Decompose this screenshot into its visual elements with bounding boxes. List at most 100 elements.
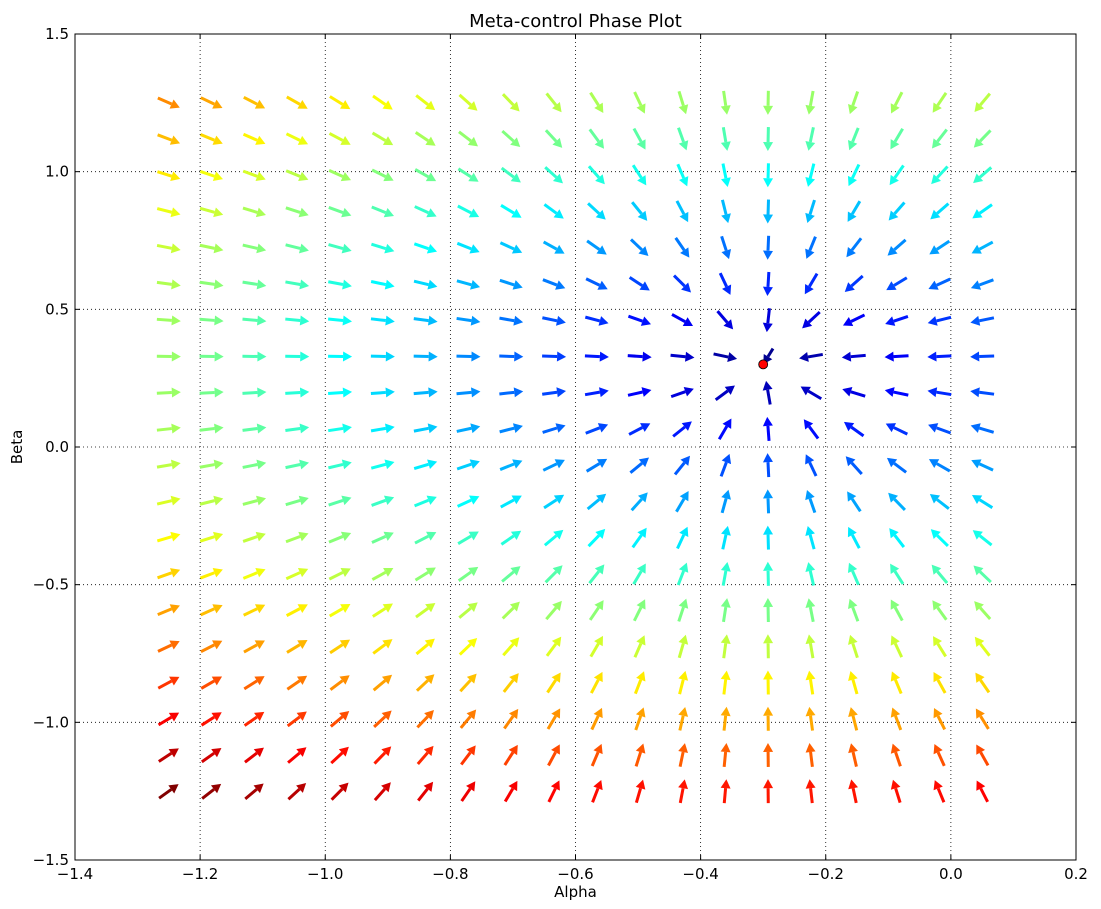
field-arrow <box>933 707 947 731</box>
arrow-shaft <box>414 570 430 582</box>
field-arrow <box>677 127 689 151</box>
arrow-head <box>509 601 520 612</box>
field-arrow <box>848 743 858 767</box>
field-arrow <box>762 271 773 296</box>
arrow-shaft <box>588 570 600 585</box>
arrow-shaft <box>721 534 728 550</box>
arrow-head <box>381 710 392 721</box>
arrow-shaft <box>978 426 995 434</box>
field-arrow <box>720 235 732 260</box>
arrow-shaft <box>200 679 215 690</box>
arrow-shaft <box>327 426 344 433</box>
field-arrow <box>328 495 352 507</box>
field-arrow <box>199 423 224 434</box>
arrow-shaft <box>722 90 728 107</box>
arrow-head <box>170 243 181 254</box>
arrow-head <box>931 138 942 149</box>
arrow-shaft <box>156 499 173 506</box>
arrow-shaft <box>328 498 344 507</box>
y-tick-label: −1.0 <box>33 713 69 731</box>
arrow-head <box>722 284 732 295</box>
arrow-shaft <box>286 95 301 106</box>
arrow-shaft <box>542 390 558 396</box>
arrow-shaft <box>893 164 905 179</box>
arrow-shaft <box>851 679 859 695</box>
field-arrow <box>885 315 909 326</box>
field-arrow <box>242 568 266 580</box>
field-arrow <box>543 203 564 219</box>
arrow-shaft <box>285 499 301 507</box>
fixed-point-marker <box>758 359 769 370</box>
arrow-shaft <box>460 751 472 766</box>
arrow-head <box>679 526 689 537</box>
arrow-shaft <box>717 425 729 440</box>
field-arrow <box>500 204 522 218</box>
arrow-shaft <box>627 354 643 359</box>
arrow-head <box>256 495 267 506</box>
arrow-head <box>296 675 308 685</box>
arrow-shaft <box>936 498 950 510</box>
arrow-head <box>342 315 353 326</box>
arrow-head <box>554 244 565 254</box>
arrow-shaft <box>894 715 903 731</box>
arrow-head <box>424 674 435 685</box>
arrow-head <box>256 243 267 254</box>
arrow-shaft <box>584 354 600 359</box>
field-arrow <box>720 706 731 731</box>
field-arrow <box>330 782 349 801</box>
arrow-head <box>298 207 309 218</box>
field-arrow <box>371 168 394 182</box>
arrow-shaft <box>627 314 644 323</box>
arrow-head <box>848 779 859 790</box>
arrow-shaft <box>634 751 643 767</box>
arrow-shaft <box>373 787 386 802</box>
arrow-head <box>385 387 395 398</box>
arrow-shaft <box>979 92 992 107</box>
arrow-head <box>555 423 566 433</box>
arrow-shaft <box>936 751 946 767</box>
arrow-shaft <box>720 199 728 215</box>
field-arrow <box>884 387 909 397</box>
arrow-shaft <box>979 715 990 730</box>
arrow-shaft <box>285 206 301 214</box>
field-arrow <box>543 494 565 510</box>
arrow-shaft <box>586 498 601 511</box>
field-arrow <box>932 600 948 621</box>
field-arrow <box>805 634 816 659</box>
arrow-head <box>254 676 265 686</box>
field-arrow <box>242 531 266 543</box>
field-arrow <box>459 709 477 729</box>
field-arrow <box>500 530 522 546</box>
arrow-head <box>171 351 181 362</box>
field-arrow <box>370 242 395 254</box>
y-tick-label: 0.5 <box>45 300 69 318</box>
arrow-head <box>933 780 943 791</box>
arrow-head <box>382 639 393 649</box>
arrow-shaft <box>672 425 686 438</box>
arrow-head <box>594 564 605 575</box>
arrow-head <box>970 351 980 362</box>
arrow-head <box>427 459 438 470</box>
arrow-shaft <box>157 679 173 690</box>
arrow-shaft <box>850 237 863 252</box>
field-arrow <box>199 243 224 254</box>
arrow-shaft <box>242 607 258 617</box>
arrow-shaft <box>242 499 258 506</box>
arrow-shaft <box>242 280 258 286</box>
arrow-head <box>594 102 604 113</box>
arrow-head <box>551 672 561 683</box>
arrow-shaft <box>500 166 515 179</box>
arrow-shaft <box>285 571 301 581</box>
arrow-head <box>296 747 307 757</box>
field-arrow <box>371 531 394 544</box>
arrow-head <box>681 421 692 431</box>
field-arrow <box>242 206 266 218</box>
fixed-point-layer <box>758 359 769 370</box>
arrow-shaft <box>285 426 301 433</box>
arrow-head <box>170 459 181 470</box>
arrow-shaft <box>978 166 993 179</box>
arrow-head <box>763 141 774 152</box>
arrow-head <box>469 495 480 505</box>
field-arrow <box>585 277 608 290</box>
arrow-head <box>844 282 855 292</box>
